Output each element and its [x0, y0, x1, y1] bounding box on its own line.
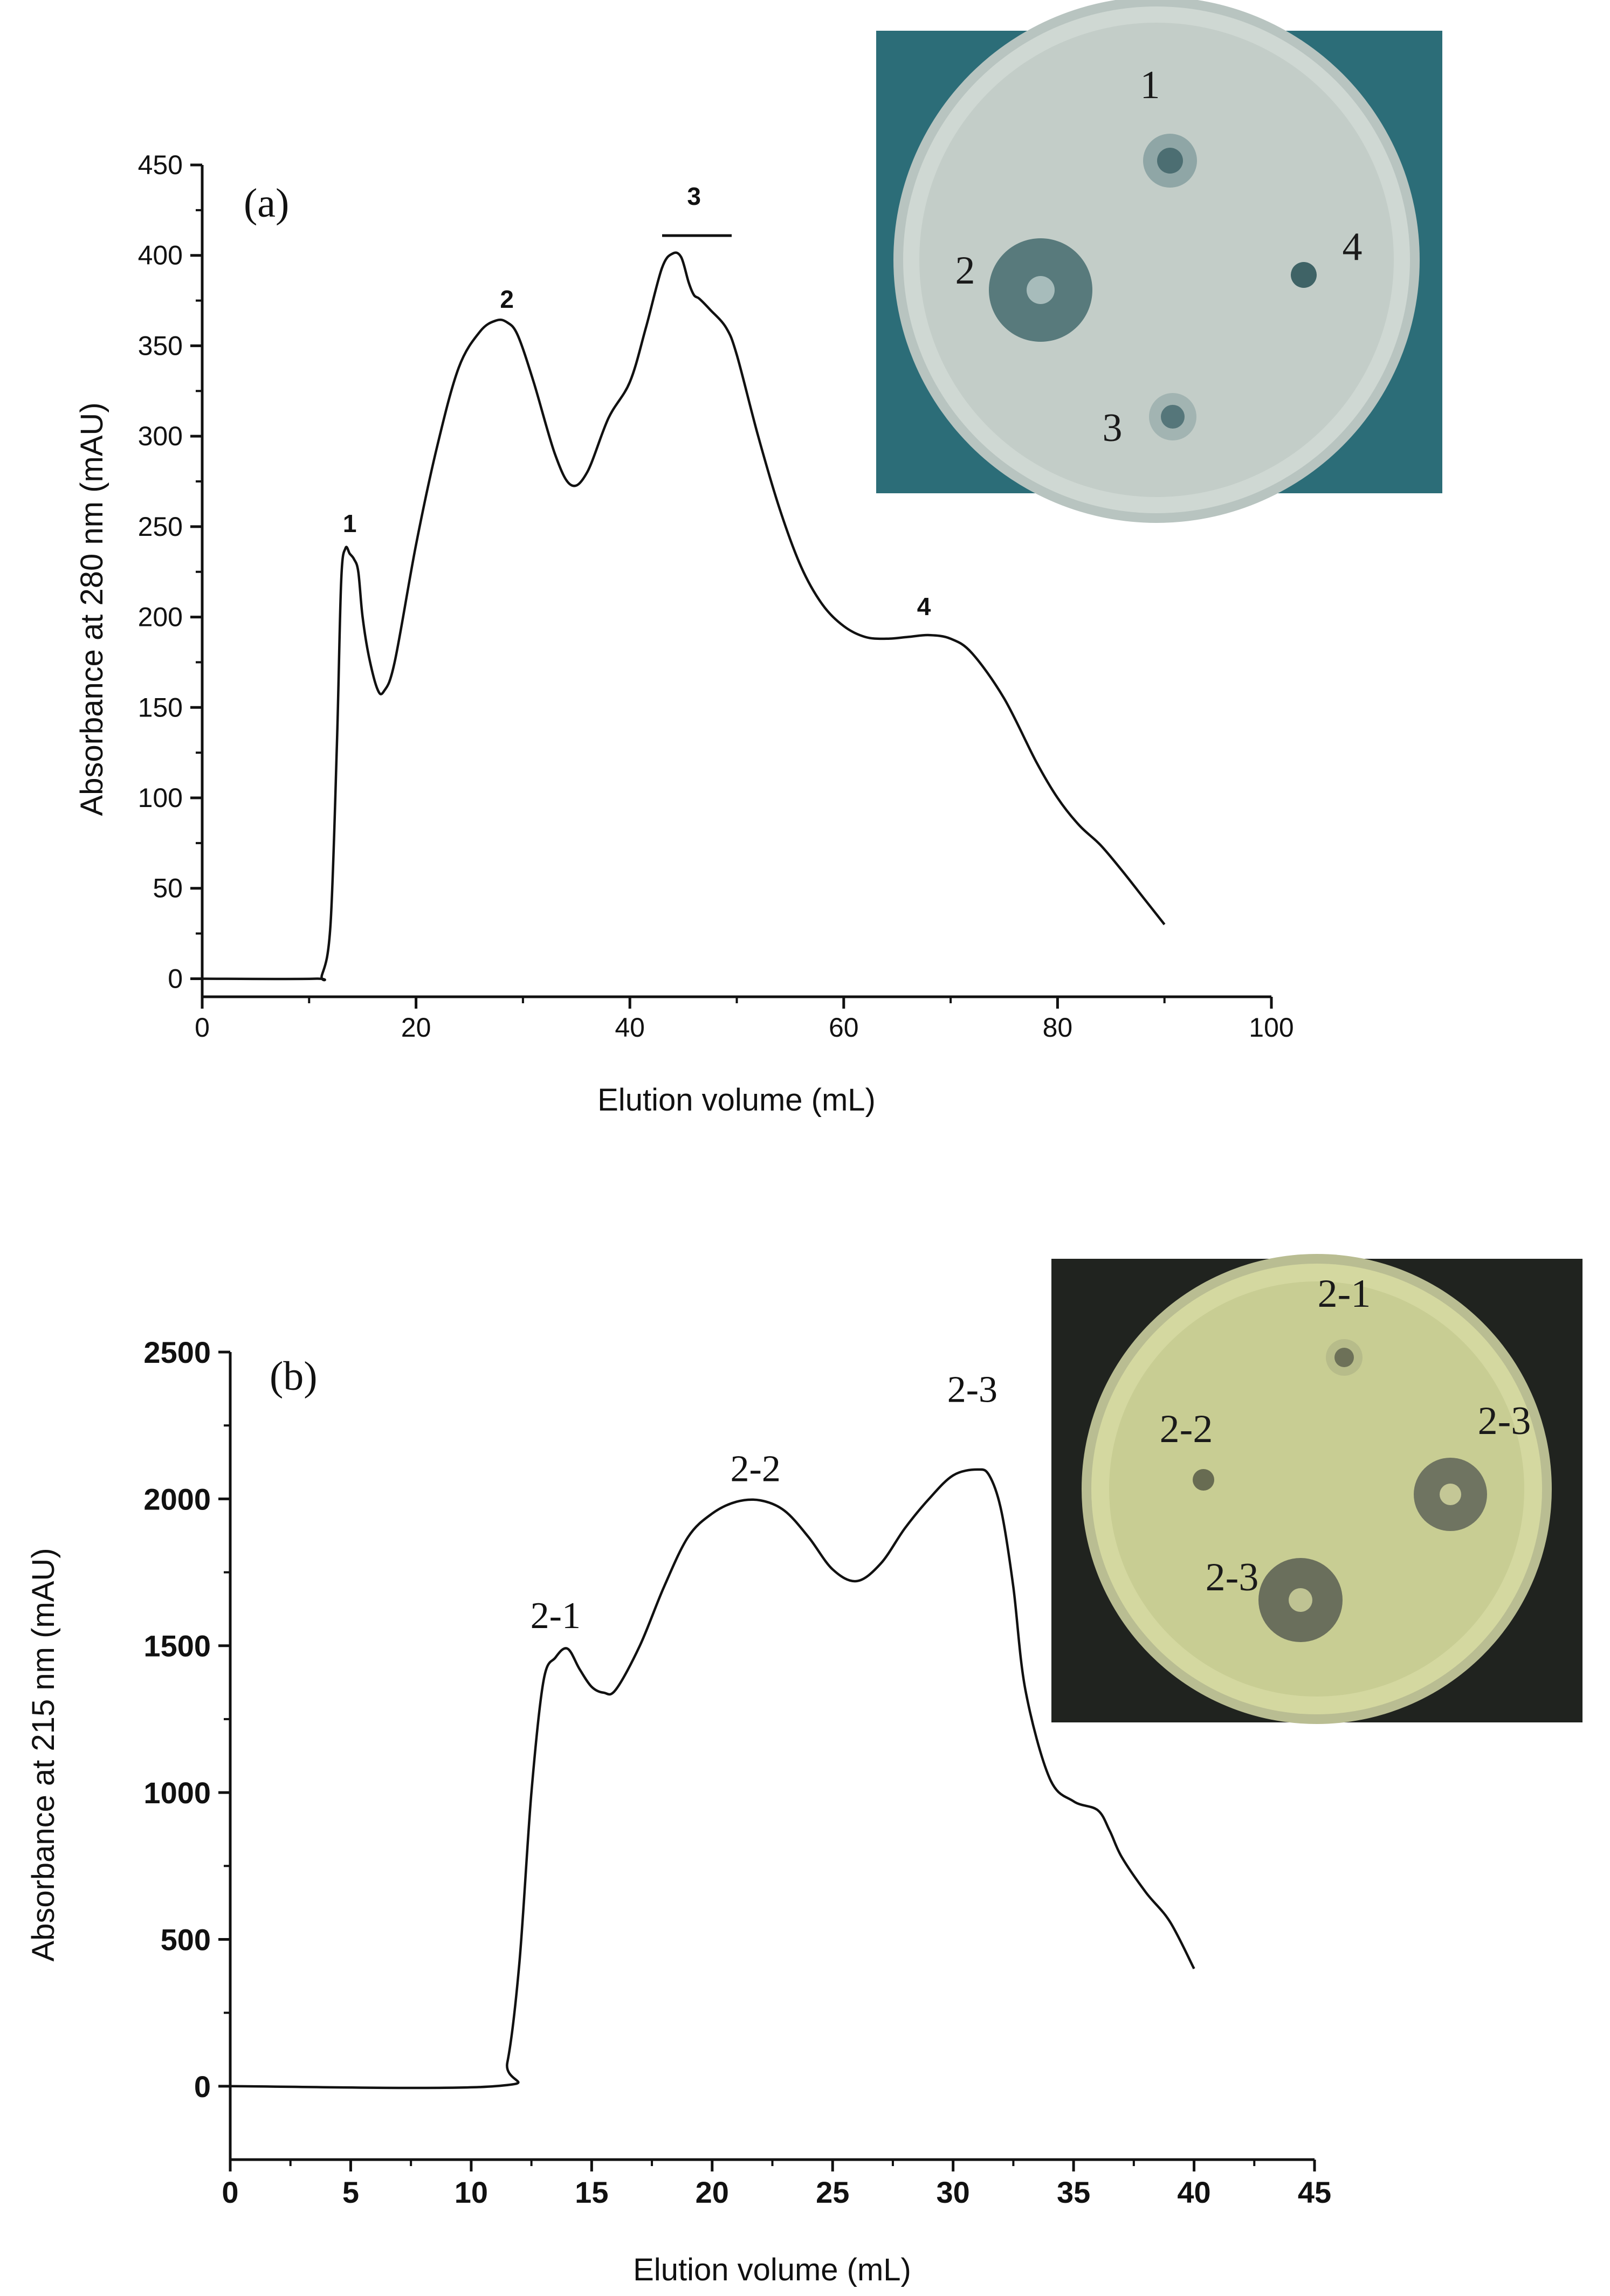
- y-tick-label: 500: [161, 1922, 211, 1956]
- y-tick-label: 0: [168, 963, 183, 994]
- inset-b-label-2-3-bottom: 2-3: [1206, 1555, 1259, 1599]
- x-tick-label: 25: [816, 2175, 849, 2209]
- x-tick-label: 20: [696, 2175, 729, 2209]
- x-tick-label: 80: [1043, 1012, 1073, 1043]
- peak-label-4: 4: [917, 592, 931, 620]
- inset-a-well-1: [1157, 148, 1183, 174]
- chart-b-ticks: 0 5 10 15 20 25 30 35 40 45 0 500 1000 1500 2000 2500: [143, 1335, 1331, 2209]
- chart-b: 0 5 10 15 20 25 30 35 40 45 0 500 1000 1500 2000 2500 2…: [26, 1335, 1331, 2287]
- y-tick-label: 250: [138, 512, 183, 542]
- y-tick-label: 350: [138, 330, 183, 361]
- x-tick-label: 0: [195, 1012, 210, 1043]
- y-tick-label: 450: [138, 150, 183, 180]
- y-tick-label: 400: [138, 240, 183, 271]
- chart-b-panel-label: (b): [270, 1354, 318, 1399]
- x-tick-label: 40: [1177, 2175, 1210, 2209]
- inset-b-label-2-1: 2-1: [1318, 1272, 1371, 1316]
- inset-a-label-3: 3: [1103, 406, 1123, 450]
- chart-b-annotations: 2-1 2-2 2-3: [531, 1369, 997, 1637]
- y-tick-label: 200: [138, 602, 183, 632]
- x-tick-label: 10: [455, 2175, 488, 2209]
- inset-b-agar-shade: [1109, 1281, 1524, 1697]
- peak-label-2-2: 2-2: [731, 1449, 781, 1490]
- x-tick-label: 20: [401, 1012, 431, 1043]
- chart-b-series-line: [230, 1468, 1195, 2090]
- y-tick-label: 2000: [143, 1482, 211, 1516]
- inset-b-plate-photo: 2-1 2-2 2-3 2-3: [1051, 1254, 1583, 1724]
- inset-b-well-2-3-bottom: [1289, 1588, 1312, 1612]
- inset-a-well-2: [1027, 276, 1055, 304]
- x-tick-label: 5: [342, 2175, 359, 2209]
- inset-a-label-4: 4: [1343, 225, 1363, 269]
- y-tick-label: 300: [138, 421, 183, 451]
- chart-a-annotations: 1 2 3 4: [343, 182, 931, 620]
- y-tick-label: 0: [194, 2070, 211, 2104]
- inset-b-well-2-1: [1334, 1348, 1354, 1367]
- peak-label-1: 1: [343, 509, 357, 537]
- x-tick-label: 15: [575, 2175, 608, 2209]
- peak-label-2: 2: [500, 285, 514, 313]
- y-tick-label: 100: [138, 783, 183, 813]
- inset-a-well-4: [1291, 262, 1317, 288]
- peak-label-2-1: 2-1: [531, 1595, 581, 1637]
- y-tick-label: 150: [138, 692, 183, 722]
- inset-b-well-2-3-right: [1440, 1484, 1461, 1505]
- chart-a-x-axis-label: Elution volume (mL): [597, 1083, 876, 1118]
- peak-label-2-3: 2-3: [947, 1369, 997, 1411]
- chart-b-y-axis-label: Absorbance at 215 nm (mAU): [26, 1548, 61, 1961]
- chart-a: 0 20 40 60 80 100050100150200250300350400450 …: [74, 150, 1294, 1118]
- peak-label-3: 3: [687, 182, 701, 210]
- x-tick-label: 45: [1298, 2175, 1331, 2209]
- chart-a-y-axis-label: Absorbance at 280 nm (mAU): [74, 402, 109, 816]
- x-tick-label: 60: [829, 1012, 859, 1043]
- inset-a-agar-shade: [919, 23, 1394, 497]
- y-tick-label: 2500: [143, 1335, 211, 1369]
- chart-a-panel-label: (a): [244, 181, 289, 226]
- inset-a-well-3: [1161, 405, 1185, 429]
- inset-b-label-2-3-right: 2-3: [1478, 1399, 1531, 1443]
- inset-b-well-2-2: [1193, 1469, 1214, 1491]
- chart-a-series-line: [202, 251, 1166, 982]
- inset-b-label-2-2: 2-2: [1160, 1407, 1213, 1451]
- x-tick-label: 0: [222, 2175, 238, 2209]
- y-tick-label: 1000: [143, 1776, 211, 1810]
- y-tick-label: 50: [153, 873, 183, 904]
- y-tick-label: 1500: [143, 1629, 211, 1663]
- inset-a-label-1: 1: [1140, 63, 1160, 107]
- inset-a-plate-photo: 1 2 3 4: [876, 0, 1442, 523]
- inset-a-label-2: 2: [955, 249, 975, 293]
- x-tick-label: 100: [1249, 1012, 1293, 1043]
- chart-b-x-axis-label: Elution volume (mL): [633, 2252, 911, 2287]
- chart-a-ticks: 0 20 40 60 80 100 0 50 100 150 200 250 300 350 400 450: [138, 150, 1294, 1043]
- x-tick-label: 35: [1057, 2175, 1090, 2209]
- x-tick-label: 40: [615, 1012, 645, 1043]
- x-tick-label: 30: [937, 2175, 970, 2209]
